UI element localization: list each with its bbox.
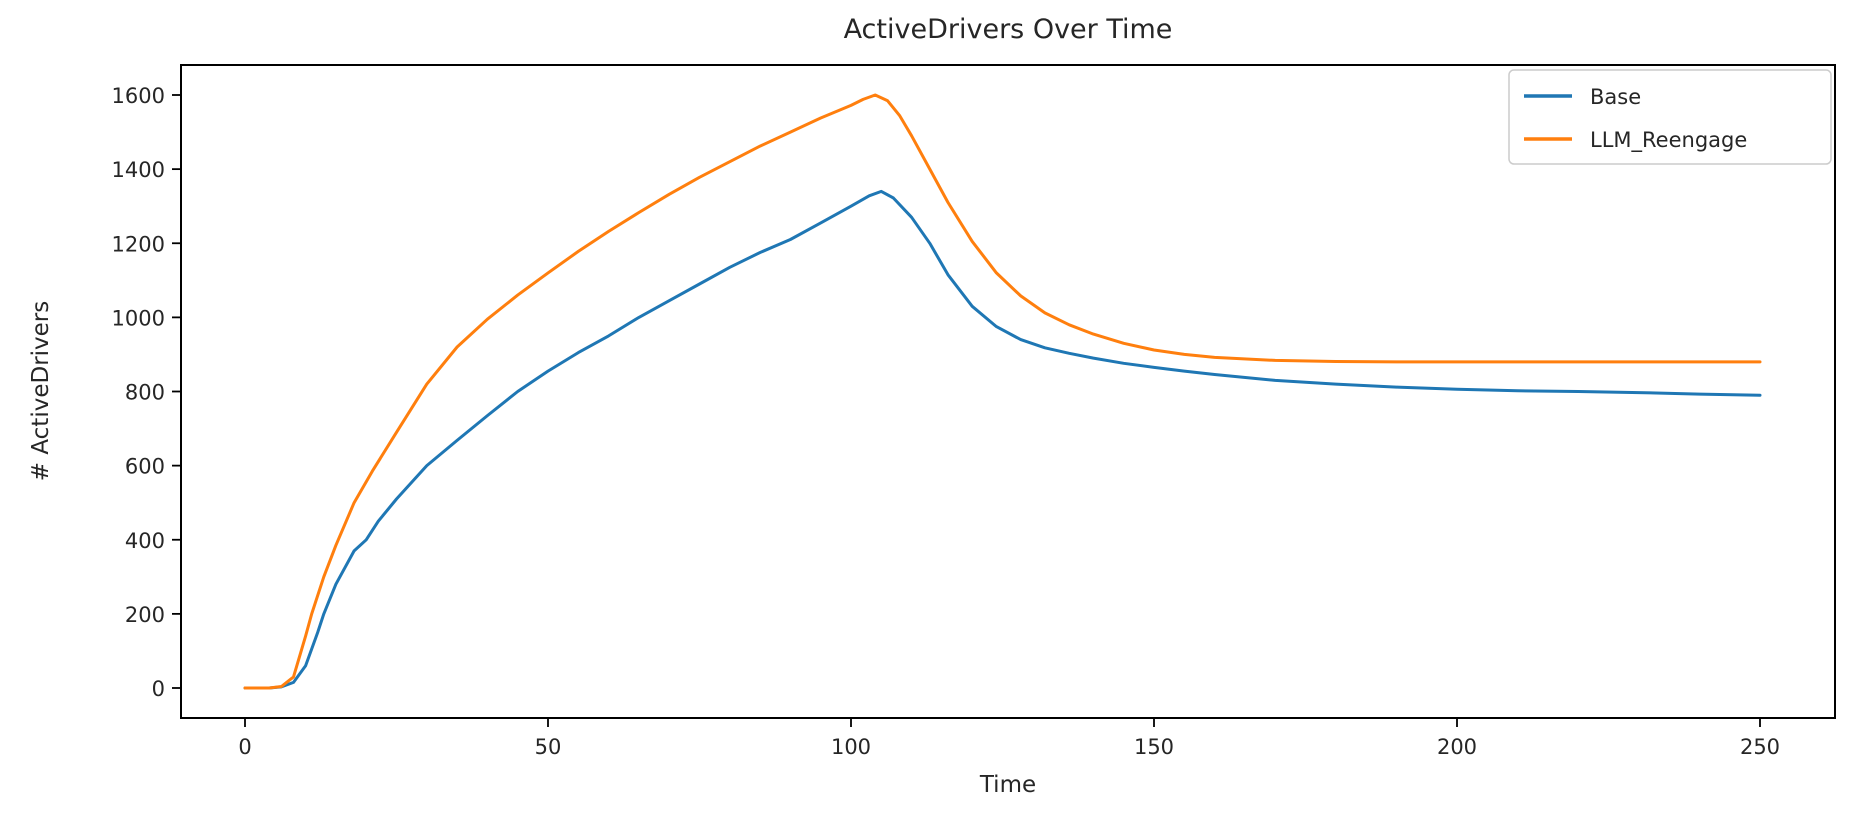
data-series bbox=[243, 93, 1762, 690]
legend: Base LLM_Reengage bbox=[1508, 69, 1832, 165]
tick-label: 0 bbox=[152, 677, 165, 701]
tick-label: 200 bbox=[125, 603, 165, 627]
tick-label: 1200 bbox=[112, 232, 165, 256]
legend-entry-llm-reengage: LLM_Reengage bbox=[1524, 128, 1747, 153]
legend-label-llm-reengage: LLM_Reengage bbox=[1590, 128, 1747, 153]
legend-box bbox=[1508, 69, 1832, 165]
tick-label: 800 bbox=[125, 381, 165, 405]
legend-label-base: Base bbox=[1590, 85, 1641, 109]
legend-entry-base: Base bbox=[1524, 85, 1641, 109]
series-line-llm_reengage bbox=[243, 93, 1762, 690]
series-line-base bbox=[243, 189, 1762, 690]
chart-title: ActiveDrivers Over Time bbox=[844, 14, 1173, 45]
tick-label: 150 bbox=[1134, 735, 1174, 759]
tick-label: 200 bbox=[1437, 735, 1477, 759]
tick-label: 1600 bbox=[112, 84, 165, 108]
tick-label: 600 bbox=[125, 455, 165, 479]
tick-label: 100 bbox=[831, 735, 871, 759]
axis-ticks: 0 50 100 150 200 250 0 200 400 600 800 1000 1200 1400… bbox=[112, 84, 1781, 759]
x-axis-label: Time bbox=[979, 772, 1036, 798]
tick-label: 50 bbox=[535, 735, 562, 759]
tick-label: 250 bbox=[1740, 735, 1780, 759]
tick-label: 0 bbox=[238, 735, 251, 759]
y-axis-label: # ActiveDrivers bbox=[28, 301, 54, 482]
tick-label: 1000 bbox=[112, 306, 165, 330]
tick-label: 400 bbox=[125, 529, 165, 553]
tick-label: 1400 bbox=[112, 158, 165, 182]
